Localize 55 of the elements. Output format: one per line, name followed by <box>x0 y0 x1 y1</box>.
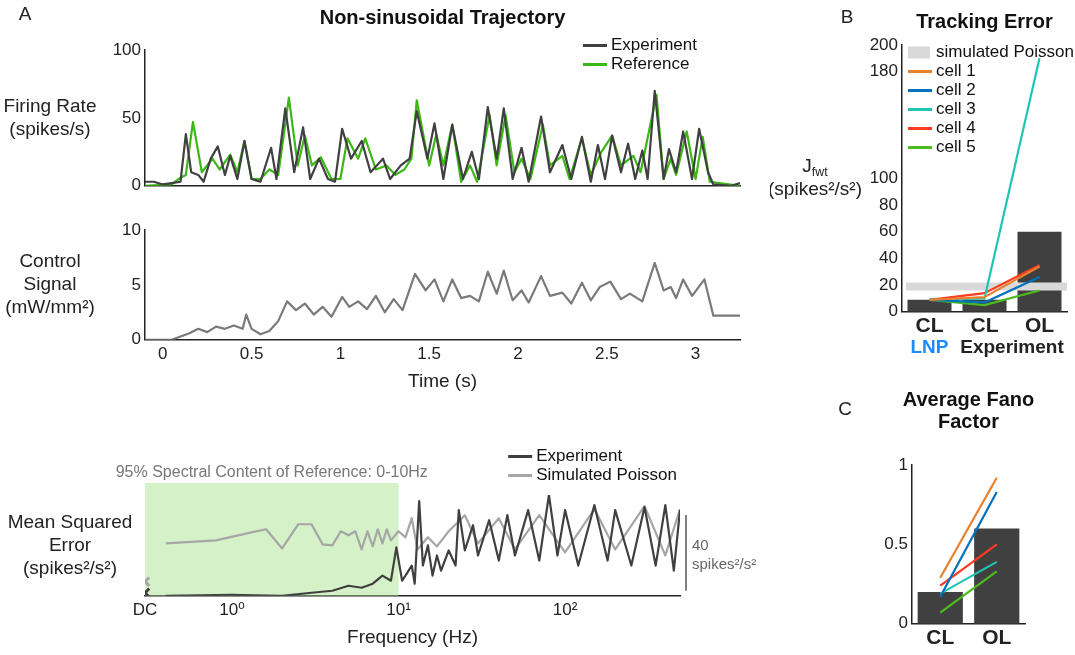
y-tick-label: 40 <box>879 248 898 268</box>
y-axis-title: Firing Rate (spikes/s) <box>3 94 97 139</box>
chart-title: Non-sinusoidal Trajectory <box>319 5 567 28</box>
y-axis-title: Control Signal (mW/mm²) <box>5 250 95 318</box>
legend-label: simulated Poisson <box>936 42 1074 62</box>
x-axis-title: Frequency (Hz) <box>347 625 478 647</box>
band-label: 95% Spectral Content of Reference: 0-10Hz <box>115 463 428 481</box>
y-tick-label: 0.5 <box>884 534 908 554</box>
x-tick-label: 0.5 <box>239 343 264 363</box>
x-tick-label: CL <box>915 313 944 337</box>
chart-title: Average Fano Factor <box>902 387 1035 432</box>
chart-title: Tracking Error <box>916 9 1054 32</box>
x-tick-label: 1 <box>335 343 346 363</box>
y-tick-label: 10 <box>122 219 141 239</box>
legend-label: cell 4 <box>936 118 976 138</box>
x-tick-label: OL <box>982 625 1012 649</box>
x-tick-label: 2 <box>513 343 523 363</box>
x-tick-label: CL <box>926 625 955 649</box>
x-tick-label: DC <box>132 599 158 619</box>
legend-label: Reference <box>611 54 690 74</box>
y-tick-label: 50 <box>122 107 141 127</box>
legend-label: Simulated Poisson <box>536 465 678 485</box>
text: 40 spikes²/s² <box>692 536 757 573</box>
legend-label: cell 1 <box>936 61 976 81</box>
y-tick-label: 180 <box>869 61 898 81</box>
x-tick-label: 1.5 <box>417 343 441 363</box>
text: B <box>840 6 854 28</box>
y-tick-label: 80 <box>879 194 898 214</box>
x-tick-label: 3 <box>690 343 701 363</box>
y-tick-label: 100 <box>869 168 898 188</box>
legend-label: Experiment <box>611 35 698 55</box>
y-axis-title: Mean Squared Error (spikes²/s²) <box>7 510 133 578</box>
y-tick-label: 100 <box>112 39 141 59</box>
legend-label: cell 5 <box>936 137 976 157</box>
x-axis-title: Time (s) <box>408 369 477 391</box>
x-tick-label: CL <box>970 313 999 337</box>
y-tick-label: 0 <box>131 175 141 195</box>
y-tick-label: 60 <box>879 221 898 241</box>
x-tick-label: 10⁰ <box>219 599 246 619</box>
y-tick-label: 20 <box>879 274 898 294</box>
text: A <box>18 3 32 25</box>
x-tick-label: OL <box>1024 313 1055 337</box>
legend-label: cell 3 <box>936 99 976 119</box>
legend-label: Experiment <box>536 446 623 466</box>
x-tick-label: 10² <box>552 599 578 619</box>
legend-label: cell 2 <box>936 80 976 100</box>
y-tick-label: 1 <box>898 454 908 474</box>
text: LNP <box>910 336 949 358</box>
text: Experiment <box>960 336 1065 358</box>
text: C <box>838 398 852 420</box>
x-tick-label: 10¹ <box>386 599 412 619</box>
y-tick-label: 200 <box>869 34 898 54</box>
y-tick-label: 5 <box>131 274 141 294</box>
x-tick-label: 0 <box>158 343 168 363</box>
x-tick-label: 2.5 <box>594 343 619 363</box>
